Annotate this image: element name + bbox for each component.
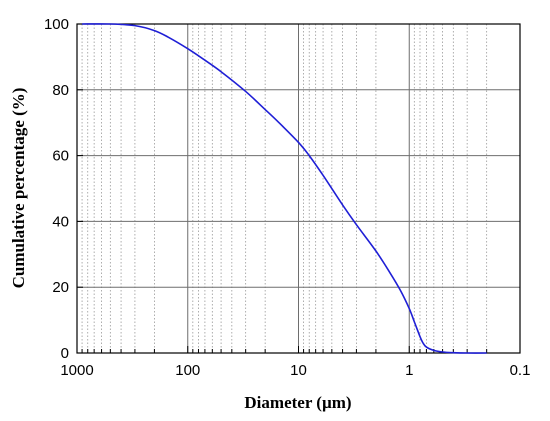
y-tick-labels: 0 20 40 60 80 100 — [44, 16, 69, 362]
y-tick-label: 40 — [52, 213, 69, 230]
x-tick-labels: 1000 100 10 1 0.1 — [60, 362, 530, 379]
x-tick-label: 10 — [290, 362, 307, 379]
y-tick-label: 20 — [52, 279, 69, 296]
series-line — [82, 23, 487, 354]
x-tick-label: 0.1 — [510, 362, 531, 379]
y-axis-title: Cumulative percentage (%) — [9, 88, 28, 289]
minor-grid — [81, 24, 488, 353]
x-axis-title: Diameter (µm) — [244, 393, 351, 412]
series-layer — [82, 23, 487, 354]
x-tick-label: 1000 — [60, 362, 93, 379]
x-tick-label: 1 — [405, 362, 413, 379]
y-tick-label: 100 — [44, 16, 69, 33]
y-tick-label: 80 — [52, 82, 69, 99]
y-tick-label: 0 — [61, 345, 69, 362]
x-tick-label: 100 — [175, 362, 200, 379]
y-tick-label: 60 — [52, 148, 69, 165]
